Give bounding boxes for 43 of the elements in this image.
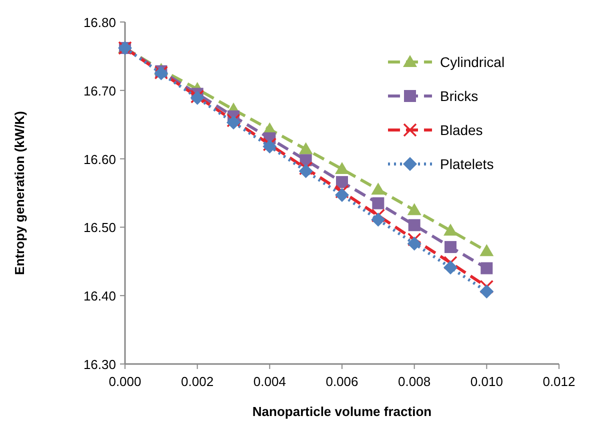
point [335, 184, 349, 199]
point [335, 188, 349, 202]
point [480, 280, 494, 294]
point [226, 116, 240, 130]
point [480, 262, 493, 274]
point [335, 162, 349, 174]
x-tick-label: 0.004 [253, 374, 286, 389]
x-tick-label: 0.002 [181, 374, 214, 389]
y-axis-title: Entropy generation (kW/K) [12, 111, 27, 275]
point [444, 224, 458, 236]
point [444, 260, 458, 275]
x-tick-label: 0.010 [470, 374, 503, 389]
point [407, 232, 422, 246]
point [480, 284, 494, 298]
point [371, 212, 386, 227]
legend-label: Platelets [440, 156, 494, 172]
point [226, 114, 240, 128]
point [298, 142, 313, 154]
legend-label: Blades [440, 122, 483, 138]
point [408, 219, 420, 232]
point [298, 161, 313, 176]
point [298, 164, 313, 178]
y-tick-label: 16.40 [83, 288, 116, 304]
point [336, 176, 348, 188]
y-tick-label: 16.60 [83, 152, 116, 167]
x-tick-label: 0.012 [542, 374, 576, 389]
point [480, 244, 494, 256]
y-tick-label: 16.80 [83, 15, 116, 30]
x-tick-label: 0.000 [108, 374, 142, 389]
legend-label: Cylindrical [440, 54, 505, 70]
y-tick-label: 16.50 [83, 220, 116, 236]
x-tick-label: 0.006 [326, 374, 358, 389]
point [407, 236, 422, 251]
point [371, 208, 386, 222]
x-tick-label: 0.008 [398, 374, 431, 389]
legend-label: Bricks [440, 88, 478, 104]
y-tick-label: 16.70 [83, 83, 116, 98]
point [371, 182, 386, 195]
point [372, 197, 384, 210]
x-axis-title: Nanoparticle volume fraction [252, 404, 432, 419]
point [444, 241, 456, 254]
point [407, 203, 422, 216]
y-tick-label: 16.30 [83, 357, 116, 372]
